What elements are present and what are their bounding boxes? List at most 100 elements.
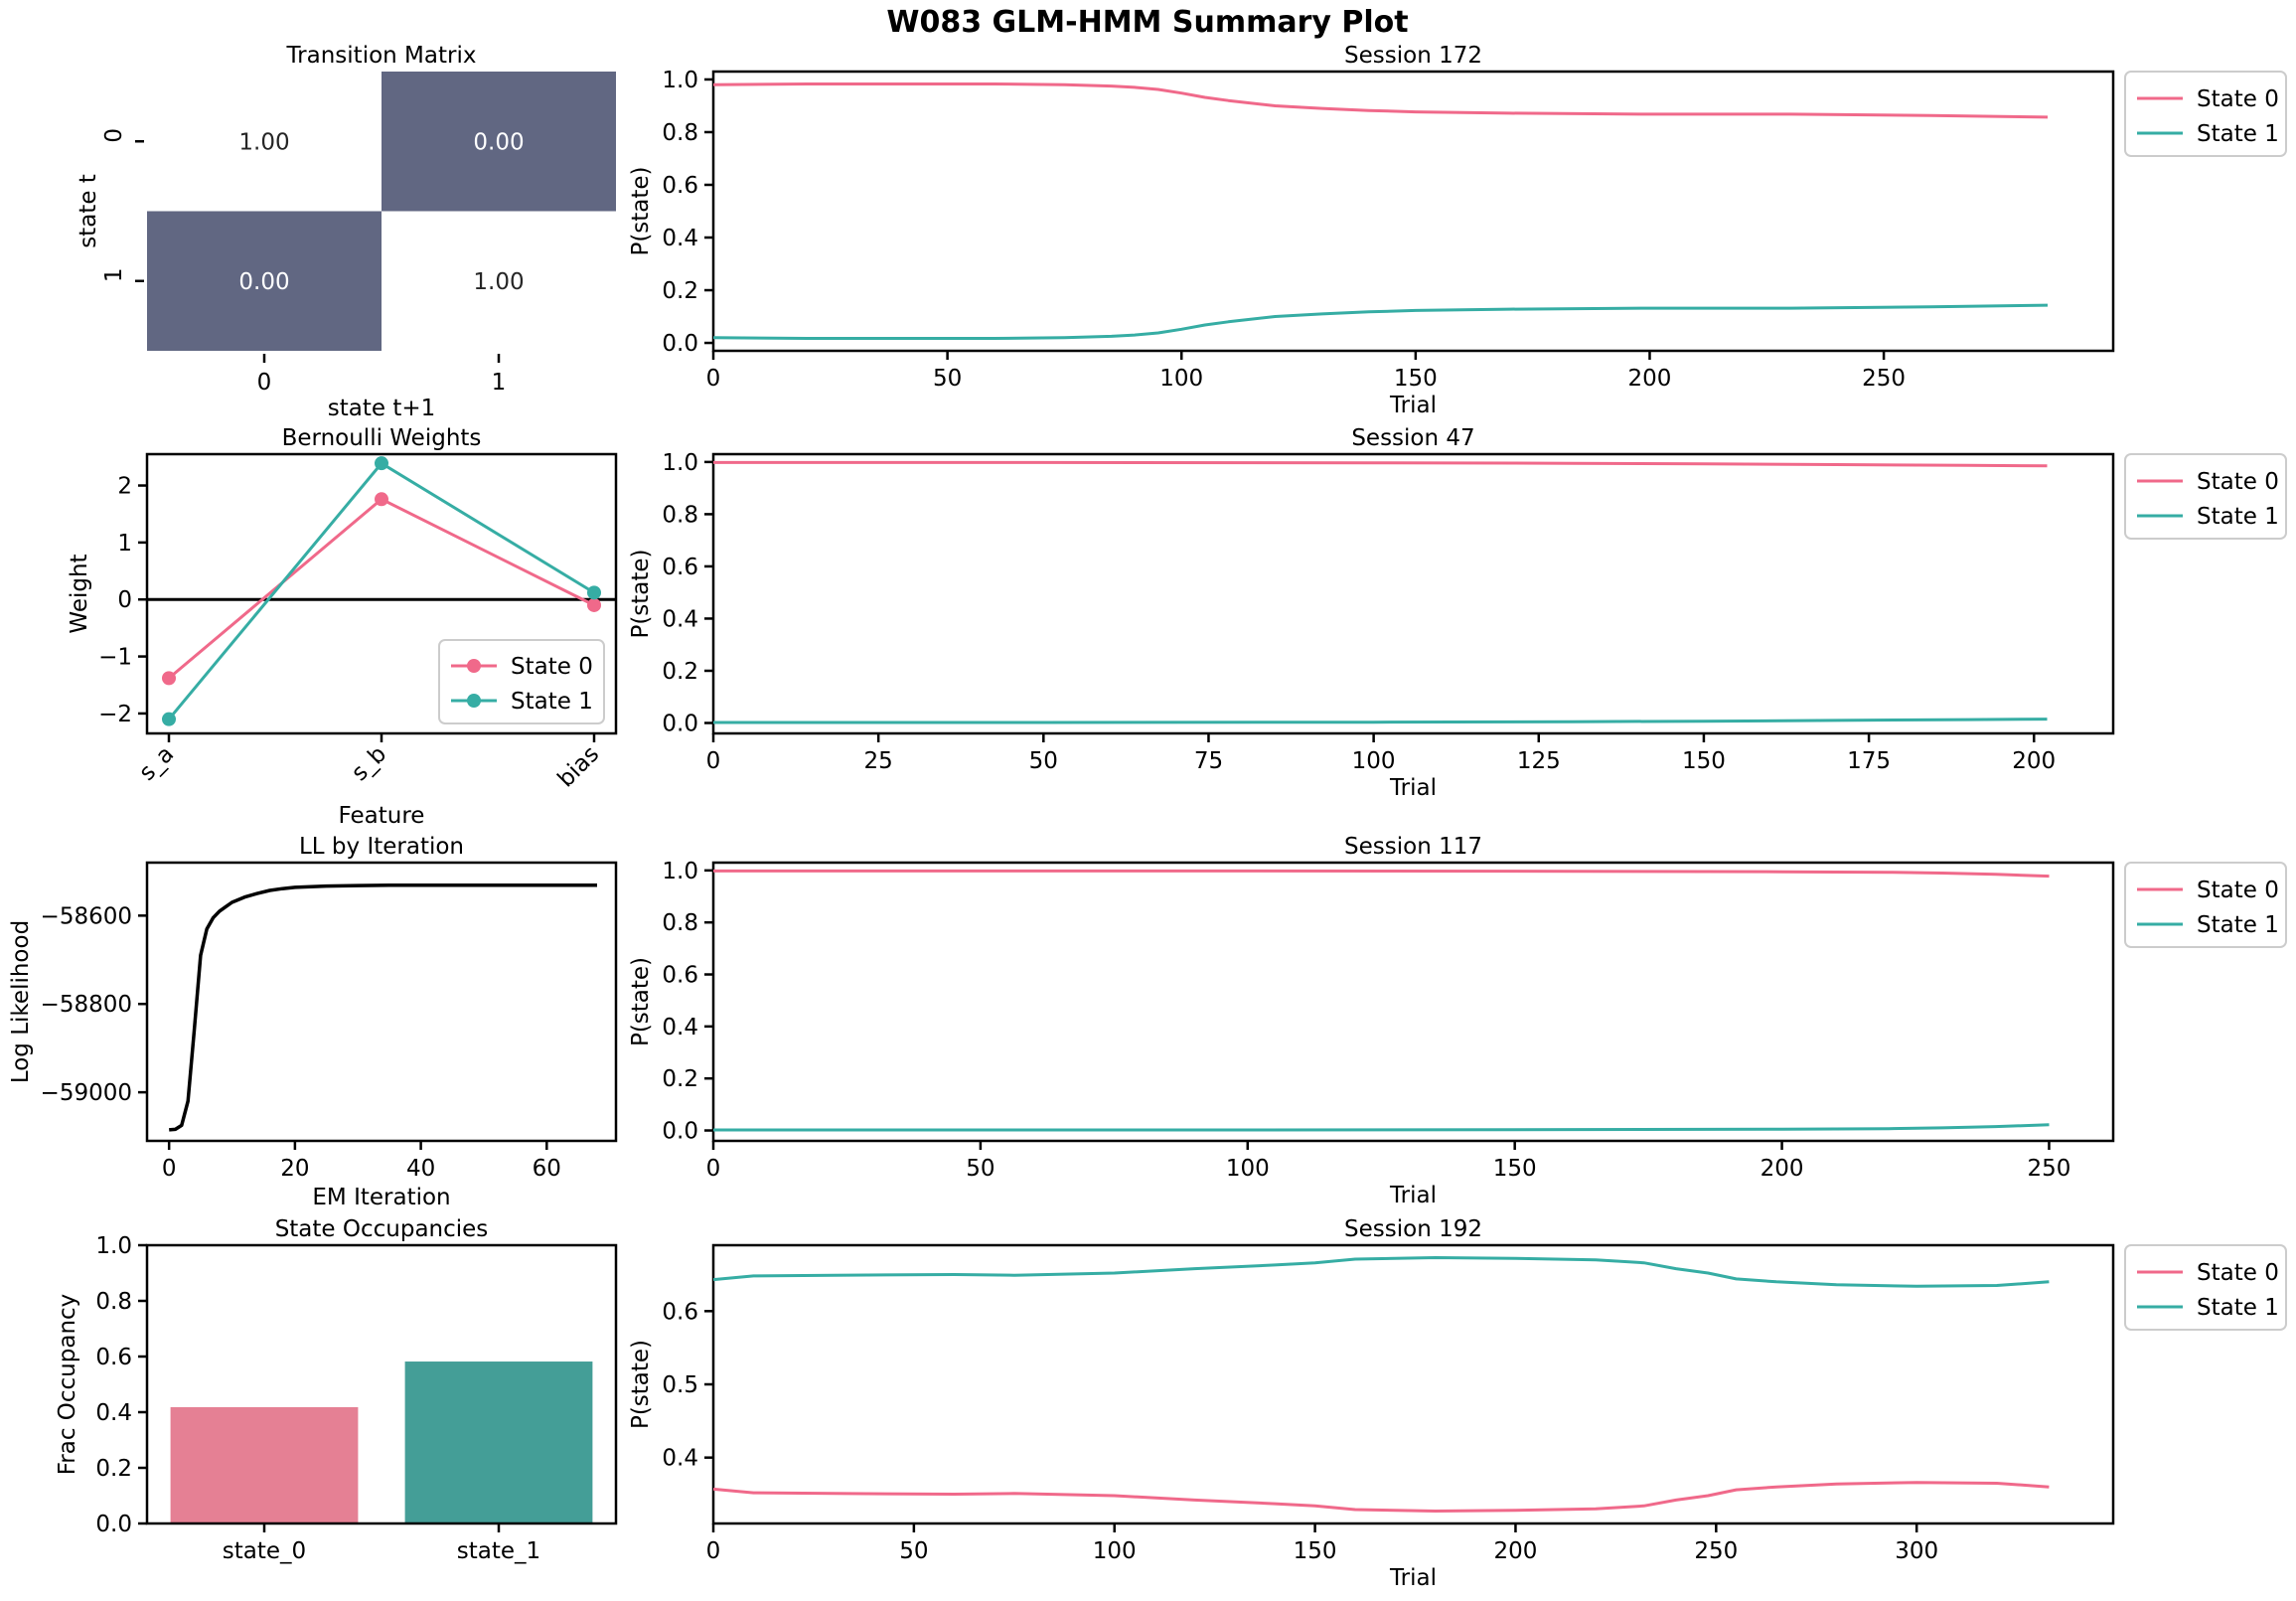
weights-ytick-label: 1 xyxy=(117,531,132,557)
s172-ytick-label: 0.2 xyxy=(662,278,698,304)
s117-xlabel: Trial xyxy=(1389,1183,1437,1208)
s117-ytick-label: 1.0 xyxy=(662,859,698,884)
s117-ytick-label: 0.2 xyxy=(662,1066,698,1092)
s117-ytick-label: 0.0 xyxy=(662,1119,698,1145)
s192-xtick-label: 150 xyxy=(1294,1538,1337,1564)
s47-ytick-label: 0.0 xyxy=(662,711,698,736)
occupancy-bar-state_1 xyxy=(404,1361,593,1523)
s117-xtick-label: 100 xyxy=(1226,1156,1270,1182)
s172-xlabel: Trial xyxy=(1389,393,1437,418)
s47-series-1 xyxy=(713,718,2048,724)
s172-ytick-label: 0.4 xyxy=(662,226,698,251)
occupancy-ytick-label: 0.0 xyxy=(95,1512,132,1537)
s192-title: Session 192 xyxy=(1344,1216,1482,1242)
weights-ytick-label: 0 xyxy=(117,587,132,613)
weights-point xyxy=(587,597,601,612)
s47-legend-label: State 0 xyxy=(2197,469,2279,495)
ll-curve xyxy=(169,882,597,1132)
s47-series-0 xyxy=(713,460,2048,468)
transition-xtick-label: 0 xyxy=(257,370,272,396)
s117-xtick-label: 200 xyxy=(1760,1156,1804,1182)
weights-legend-label: State 0 xyxy=(511,654,593,680)
transition-cell-label: 1.00 xyxy=(238,129,289,155)
occupancy-frame xyxy=(145,1243,618,1525)
weights-legend-marker xyxy=(467,694,481,708)
ll-ytick-label: −59000 xyxy=(41,1080,132,1106)
s192-ytick-label: 0.6 xyxy=(662,1299,698,1325)
transition-ytick-label: 0 xyxy=(101,128,127,143)
s192-xlabel: Trial xyxy=(1389,1565,1437,1591)
s47-frame xyxy=(711,452,2115,735)
s117-legend-label: State 0 xyxy=(2197,878,2279,903)
s117-title: Session 117 xyxy=(1344,834,1482,860)
ll-title: LL by Iteration xyxy=(299,834,464,860)
s117-xtick-label: 0 xyxy=(706,1156,721,1182)
transition-cell-label: 1.00 xyxy=(473,269,524,295)
s192-xtick-label: 50 xyxy=(899,1538,928,1564)
s172-series-1 xyxy=(712,303,2049,340)
s47-xtick-label: 175 xyxy=(1847,748,1891,774)
occupancy-ytick-label: 0.2 xyxy=(95,1456,132,1482)
s172-xtick-label: 200 xyxy=(1628,366,1672,392)
s192-legend-label: State 1 xyxy=(2197,1295,2279,1321)
s172-xtick-label: 150 xyxy=(1394,366,1438,392)
weights-point xyxy=(162,671,176,686)
occupancy-ytick-label: 0.6 xyxy=(95,1345,132,1370)
s192-xtick-label: 200 xyxy=(1493,1538,1537,1564)
s172-ytick-label: 0.8 xyxy=(662,120,698,146)
s117-xtick-label: 250 xyxy=(2028,1156,2071,1182)
ll-ylabel: Log Likelihood xyxy=(8,920,34,1083)
weights-xtick-label: s_b xyxy=(347,741,391,786)
occupancy-ytick-label: 0.4 xyxy=(95,1400,132,1426)
weights-ytick-label: 2 xyxy=(117,474,132,500)
ll-xtick-label: 20 xyxy=(280,1156,309,1182)
transition-cell-label: 0.00 xyxy=(238,269,289,295)
s192-ytick-label: 0.4 xyxy=(662,1446,698,1472)
s172-xtick-label: 100 xyxy=(1159,366,1203,392)
s192-xtick-label: 100 xyxy=(1093,1538,1137,1564)
ll-ytick-label: −58800 xyxy=(41,992,132,1018)
ll-ytick-label: −58600 xyxy=(41,903,132,929)
transition-cell xyxy=(382,211,616,351)
s172-frame xyxy=(711,70,2115,353)
s172-legend-label: State 0 xyxy=(2197,86,2279,112)
occupancy-ylabel: Frac Occupancy xyxy=(55,1294,80,1476)
ll-frame xyxy=(145,861,618,1143)
s172-ytick-label: 1.0 xyxy=(662,68,698,93)
weights-point xyxy=(375,456,388,471)
s47-xtick-label: 0 xyxy=(706,748,721,774)
s172-xtick-label: 50 xyxy=(933,366,962,392)
s117-ytick-label: 0.4 xyxy=(662,1015,698,1041)
transition-cell-label: 0.00 xyxy=(473,129,524,155)
ll-xtick-label: 40 xyxy=(406,1156,435,1182)
s192-series-1 xyxy=(712,1256,2050,1288)
s117-ytick-label: 0.8 xyxy=(662,910,698,936)
weights-legend-marker xyxy=(467,659,481,673)
s192-xtick-label: 0 xyxy=(706,1538,721,1564)
s192-xtick-label: 300 xyxy=(1895,1538,1938,1564)
s117-legend-label: State 1 xyxy=(2197,912,2279,938)
s192-xtick-label: 250 xyxy=(1694,1538,1738,1564)
weights-xtick-label: bias xyxy=(553,741,605,793)
weights-legend-label: State 1 xyxy=(511,689,593,715)
s117-xtick-label: 50 xyxy=(966,1156,995,1182)
occupancy-ytick-label: 1.0 xyxy=(95,1233,132,1259)
s192-ylabel: P(state) xyxy=(628,1340,654,1429)
s117-xtick-label: 150 xyxy=(1493,1156,1537,1182)
s192-ytick-label: 0.5 xyxy=(662,1372,698,1398)
weights-ytick-label: −1 xyxy=(98,645,132,671)
weights-xtick-label: s_a xyxy=(134,741,179,786)
ll-xtick-label: 60 xyxy=(533,1156,561,1182)
transition-ylabel: state t xyxy=(76,174,101,248)
s47-ytick-label: 0.4 xyxy=(662,606,698,632)
weights-ytick-label: −2 xyxy=(98,702,132,727)
weights-title: Bernoulli Weights xyxy=(282,425,482,451)
s117-legend xyxy=(2124,862,2287,948)
s47-ytick-label: 0.2 xyxy=(662,659,698,685)
weights-point xyxy=(375,492,388,507)
transition-cell xyxy=(382,72,616,212)
weights-xlabel: Feature xyxy=(339,803,425,829)
s172-legend xyxy=(2124,71,2287,157)
s47-legend xyxy=(2124,453,2287,540)
s172-ytick-label: 0.6 xyxy=(662,173,698,199)
